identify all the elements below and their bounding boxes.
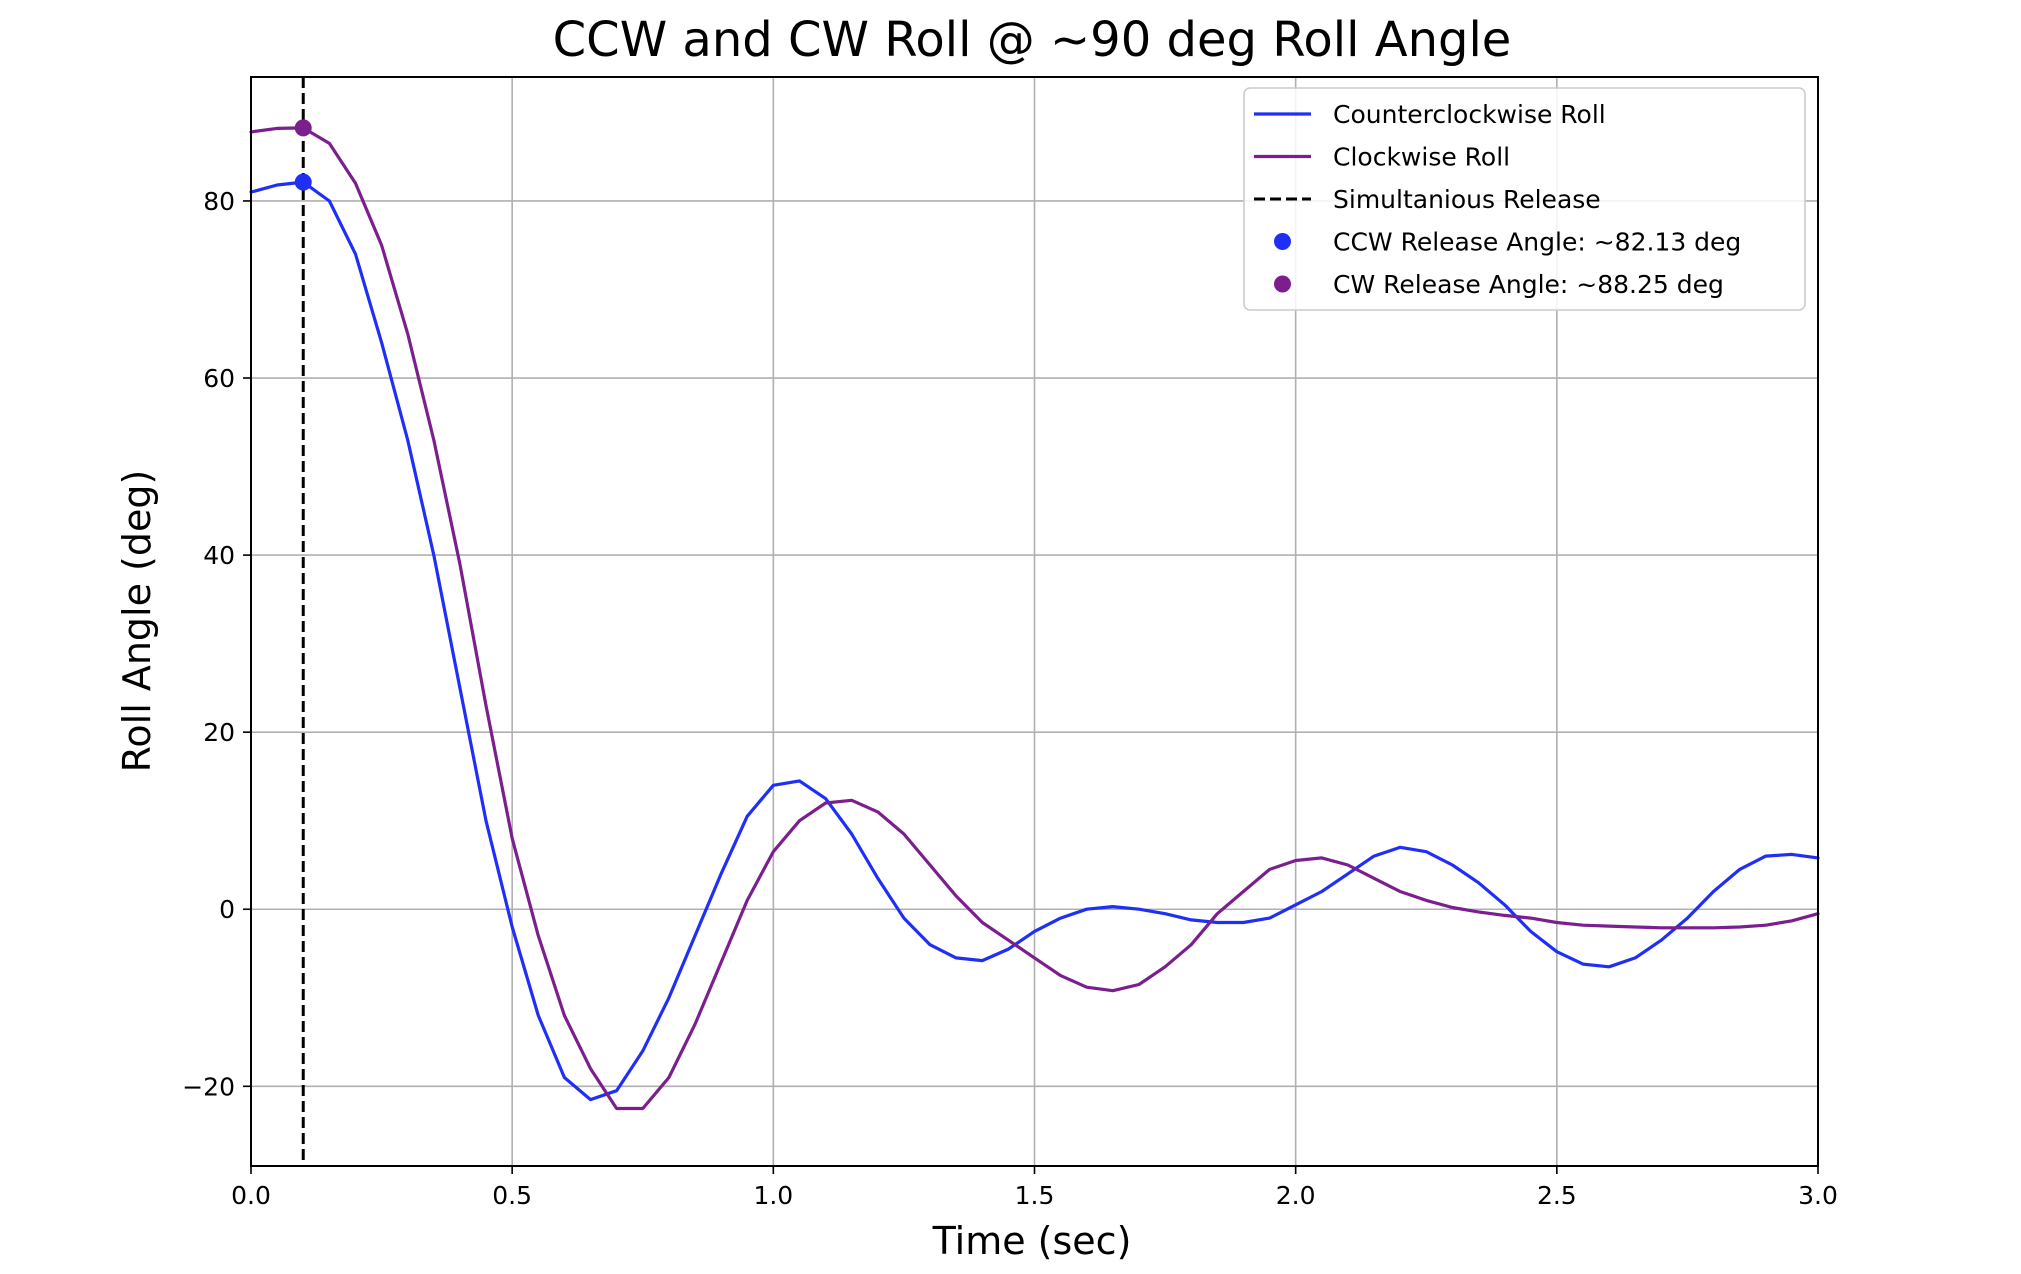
- y-tick-label: 20: [203, 718, 235, 747]
- x-tick-label: 2.0: [1276, 1181, 1316, 1210]
- release-markers: [294, 119, 312, 191]
- x-axis-ticks: 0.0 0.5 1.0 1.5 2.0 2.5 3.0: [231, 1166, 1838, 1210]
- legend-ccw-roll-label: Counterclockwise Roll: [1333, 100, 1606, 129]
- x-tick-label: 1.0: [753, 1181, 793, 1210]
- y-tick-label: 0: [219, 895, 235, 924]
- series-line-counterclockwise-roll: [249, 180, 1820, 1102]
- y-tick-label: 80: [203, 187, 235, 216]
- legend-ccw-release-angle-label: CCW Release Angle: ~82.13 deg: [1333, 228, 1741, 257]
- y-tick-label: −20: [182, 1072, 235, 1101]
- series-line-clockwise-roll: [249, 126, 1820, 1111]
- y-axis-ticks: −20 0 20 40 60 80: [182, 187, 251, 1101]
- y-tick-label: 60: [203, 364, 235, 393]
- x-tick-label: 2.5: [1537, 1181, 1577, 1210]
- x-axis-label: Time (sec): [932, 1219, 1132, 1263]
- x-tick-label: 0.0: [231, 1181, 271, 1210]
- y-axis-label: Roll Angle (deg): [115, 470, 159, 773]
- legend-cw-release-angle-swatch: [1274, 275, 1291, 293]
- legend-cw-roll-label: Clockwise Roll: [1333, 143, 1510, 172]
- chart-title: CCW and CW Roll @ ~90 deg Roll Angle: [553, 12, 1512, 68]
- legend-cw-release-angle-label: CW Release Angle: ~88.25 deg: [1333, 270, 1724, 299]
- legend: Counterclockwise Roll Clockwise Roll Simul…: [1243, 87, 1806, 311]
- x-tick-label: 1.5: [1015, 1181, 1055, 1210]
- legend-ccw-release-angle-swatch: [1274, 233, 1291, 250]
- legend-box: [1243, 87, 1806, 311]
- y-tick-label: 40: [203, 541, 235, 570]
- x-tick-label: 0.5: [492, 1181, 532, 1210]
- x-tick-label: 3.0: [1798, 1181, 1838, 1210]
- legend-simultaneous-release-label: Simultanious Release: [1333, 185, 1601, 214]
- series-layer: [249, 126, 1820, 1111]
- ccw-release-point: [294, 173, 312, 191]
- cw-release-point: [294, 119, 312, 137]
